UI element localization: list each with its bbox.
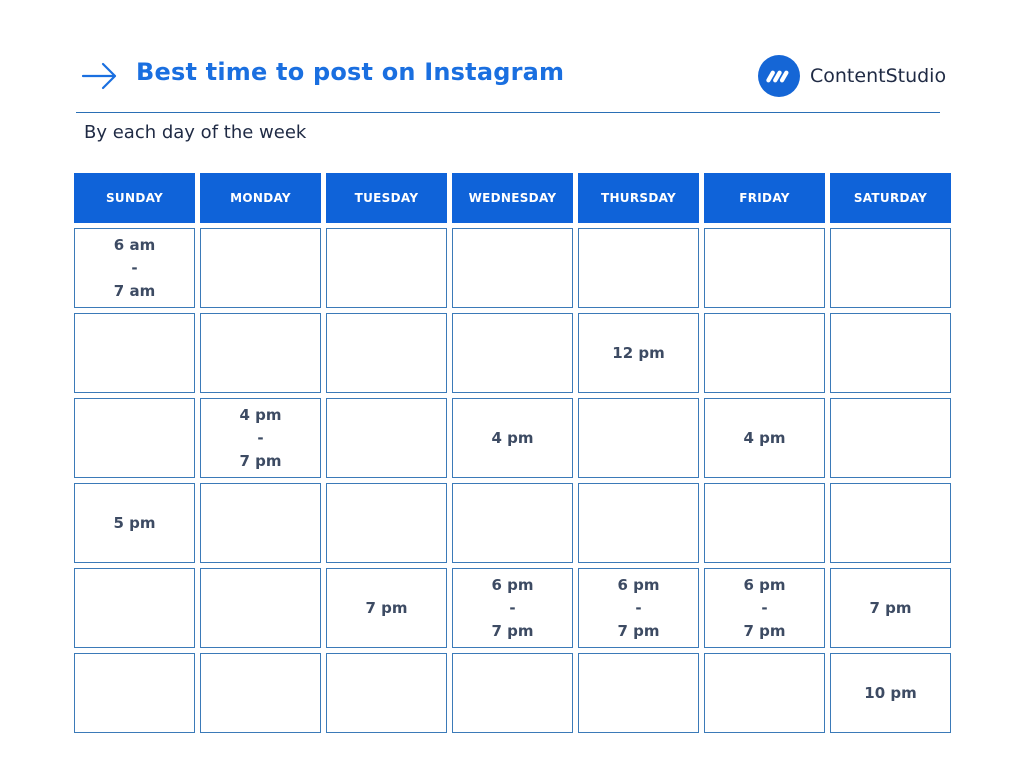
time-text: 7 pm bbox=[617, 621, 660, 640]
schedule-cell bbox=[326, 313, 447, 393]
schedule-cell bbox=[200, 313, 321, 393]
schedule-cell bbox=[200, 483, 321, 563]
time-text: 7 am bbox=[113, 281, 156, 300]
schedule-cell bbox=[452, 313, 573, 393]
contentstudio-logo-icon bbox=[758, 55, 800, 97]
time-slot: 6 pm - 7 pm bbox=[617, 574, 659, 643]
time-text: 10 pm bbox=[864, 683, 917, 702]
time-text: 6 pm bbox=[491, 575, 534, 594]
schedule-cell: 6 pm - 7 pm bbox=[578, 568, 699, 648]
schedule-cell bbox=[830, 398, 951, 478]
time-text: 6 pm bbox=[743, 575, 786, 594]
schedule-cell: 5 pm bbox=[74, 483, 195, 563]
schedule-cell bbox=[830, 228, 951, 308]
schedule-cell bbox=[830, 313, 951, 393]
day-header-saturday: SATURDAY bbox=[830, 173, 951, 223]
schedule-cell bbox=[452, 483, 573, 563]
time-slot: 6 pm - 7 pm bbox=[743, 574, 785, 643]
schedule-cell: 4 pm - 7 pm bbox=[200, 398, 321, 478]
schedule-cell bbox=[704, 228, 825, 308]
schedule-cell bbox=[74, 398, 195, 478]
time-slot: 4 pm - 7 pm bbox=[239, 404, 281, 473]
time-text: 7 pm bbox=[365, 598, 408, 617]
brand: ContentStudio bbox=[758, 54, 946, 98]
schedule-cell bbox=[326, 398, 447, 478]
schedule-cell: 4 pm bbox=[704, 398, 825, 478]
time-slot: 4 pm bbox=[743, 427, 785, 450]
schedule-cell bbox=[578, 653, 699, 733]
time-slot: 5 pm bbox=[113, 512, 155, 535]
time-text: 4 pm bbox=[491, 428, 534, 447]
time-text: 6 pm bbox=[617, 575, 660, 594]
time-text: - bbox=[761, 598, 768, 617]
schedule-cell: 10 pm bbox=[830, 653, 951, 733]
schedule-cell bbox=[452, 228, 573, 308]
schedule-cell bbox=[578, 228, 699, 308]
time-text: 4 pm bbox=[239, 405, 282, 424]
schedule-cell: 12 pm bbox=[578, 313, 699, 393]
brand-name: ContentStudio bbox=[810, 65, 947, 87]
divider bbox=[76, 112, 940, 113]
time-slot: 6 am - 7 am bbox=[114, 234, 155, 303]
time-slot: 12 pm bbox=[612, 342, 664, 365]
page-title: Best time to post on Instagram bbox=[136, 58, 565, 86]
schedule-cell bbox=[326, 653, 447, 733]
day-header-thursday: THURSDAY bbox=[578, 173, 699, 223]
schedule-cell bbox=[74, 653, 195, 733]
schedule-cell bbox=[326, 228, 447, 308]
schedule-cell: 6 pm - 7 pm bbox=[704, 568, 825, 648]
time-text: 7 pm bbox=[491, 621, 534, 640]
time-text: 5 pm bbox=[113, 513, 156, 532]
time-text: - bbox=[257, 428, 264, 447]
schedule-cell: 6 am - 7 am bbox=[74, 228, 195, 308]
schedule-cell: 7 pm bbox=[830, 568, 951, 648]
schedule-cell bbox=[74, 313, 195, 393]
schedule-cell bbox=[578, 398, 699, 478]
time-text: - bbox=[131, 258, 138, 277]
time-slot: 7 pm bbox=[869, 597, 911, 620]
time-text: 4 pm bbox=[743, 428, 786, 447]
schedule-cell bbox=[578, 483, 699, 563]
schedule-cell: 7 pm bbox=[326, 568, 447, 648]
schedule-cell bbox=[704, 483, 825, 563]
schedule-cell bbox=[200, 228, 321, 308]
time-text: 7 pm bbox=[869, 598, 912, 617]
time-slot: 6 pm - 7 pm bbox=[491, 574, 533, 643]
day-header-tuesday: TUESDAY bbox=[326, 173, 447, 223]
time-text: 6 am bbox=[113, 235, 156, 254]
schedule-cell bbox=[830, 483, 951, 563]
time-text: 7 pm bbox=[743, 621, 786, 640]
day-header-wednesday: WEDNESDAY bbox=[452, 173, 573, 223]
time-text: 12 pm bbox=[612, 343, 665, 362]
time-text: - bbox=[635, 598, 642, 617]
arrow-right-icon bbox=[81, 62, 117, 90]
schedule-cell bbox=[704, 653, 825, 733]
schedule-cell: 6 pm - 7 pm bbox=[452, 568, 573, 648]
time-slot: 10 pm bbox=[864, 682, 916, 705]
schedule-grid: SUNDAY MONDAY TUESDAY WEDNESDAY THURSDAY FRID… bbox=[74, 173, 951, 733]
schedule-cell bbox=[326, 483, 447, 563]
page-subtitle: By each day of the week bbox=[84, 122, 307, 143]
schedule-cell bbox=[704, 313, 825, 393]
time-text: - bbox=[509, 598, 516, 617]
schedule-cell bbox=[200, 653, 321, 733]
day-header-sunday: SUNDAY bbox=[74, 173, 195, 223]
schedule-cell: 4 pm bbox=[452, 398, 573, 478]
schedule-cell bbox=[200, 568, 321, 648]
day-header-monday: MONDAY bbox=[200, 173, 321, 223]
time-text: 7 pm bbox=[239, 451, 282, 470]
day-header-friday: FRIDAY bbox=[704, 173, 825, 223]
schedule-cell bbox=[74, 568, 195, 648]
time-slot: 4 pm bbox=[491, 427, 533, 450]
schedule-cell bbox=[452, 653, 573, 733]
time-slot: 7 pm bbox=[365, 597, 407, 620]
